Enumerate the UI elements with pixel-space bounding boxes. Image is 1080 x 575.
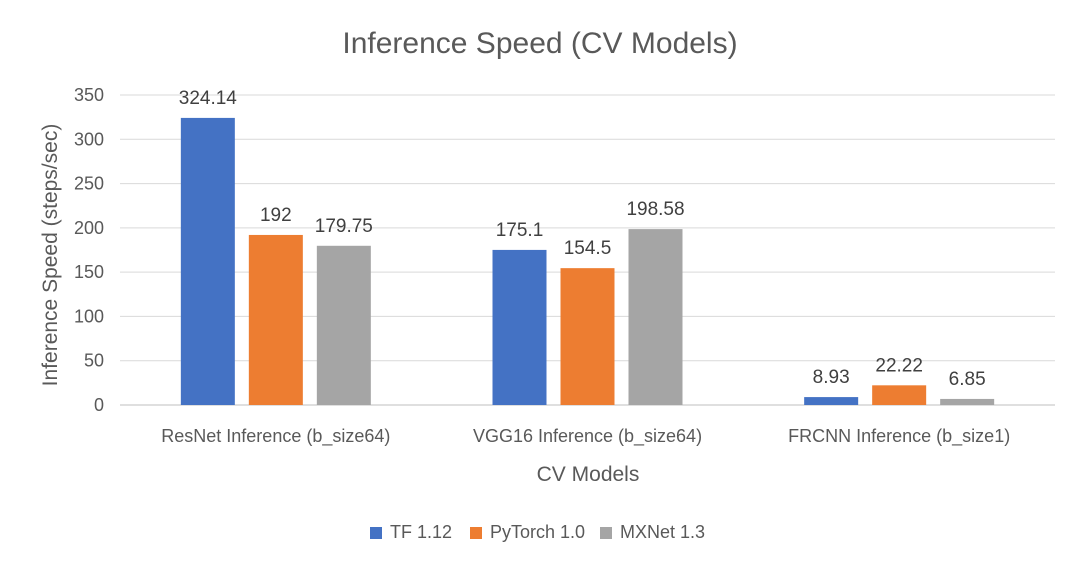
legend-swatch bbox=[370, 527, 382, 539]
data-label: 22.22 bbox=[875, 355, 923, 376]
data-label: 154.5 bbox=[564, 238, 612, 259]
data-label: 6.85 bbox=[949, 369, 986, 390]
y-tick-label: 350 bbox=[74, 85, 104, 105]
x-category-label: ResNet Inference (b_size64) bbox=[161, 426, 390, 447]
bar-pytorch-1-0-0 bbox=[248, 234, 303, 405]
y-axis-title: Inference Speed (steps/sec) bbox=[39, 124, 62, 387]
bar-pytorch-1-0-2 bbox=[872, 385, 927, 405]
data-label: 324.14 bbox=[179, 88, 238, 109]
bar-tf-1-12-1 bbox=[492, 249, 547, 405]
y-tick-label: 100 bbox=[74, 306, 104, 326]
bar-tf-1-12-2 bbox=[804, 397, 859, 405]
legend: TF 1.12 PyTorch 1.0 MXNet 1.3 bbox=[370, 522, 705, 542]
y-axis-ticks: 0 50 100 150 200 250 300 350 bbox=[74, 85, 104, 415]
y-tick-label: 150 bbox=[74, 262, 104, 282]
chart-title: Inference Speed (CV Models) bbox=[342, 27, 737, 60]
data-label: 179.75 bbox=[315, 216, 373, 237]
data-labels: 324.14 192 179.75 175.1 154.5 198.58 8.93 22.22… bbox=[179, 88, 986, 390]
y-tick-label: 200 bbox=[74, 218, 104, 238]
bar-pytorch-1-0-1 bbox=[560, 268, 615, 405]
x-axis-title: CV Models bbox=[537, 463, 640, 486]
data-label: 198.58 bbox=[626, 199, 684, 220]
y-tick-label: 50 bbox=[84, 351, 104, 371]
bars bbox=[180, 117, 995, 405]
y-tick-label: 0 bbox=[94, 395, 104, 415]
legend-label: TF 1.12 bbox=[390, 522, 452, 542]
bar-mxnet-1-3-1 bbox=[628, 229, 683, 405]
x-category-label: VGG16 Inference (b_size64) bbox=[473, 426, 702, 447]
legend-swatch bbox=[600, 527, 612, 539]
data-label: 175.1 bbox=[496, 220, 544, 241]
data-label: 8.93 bbox=[813, 367, 850, 388]
bar-tf-1-12-0 bbox=[180, 117, 235, 405]
y-tick-label: 250 bbox=[74, 174, 104, 194]
legend-swatch bbox=[470, 527, 482, 539]
x-axis-categories: ResNet Inference (b_size64) VGG16 Inferen… bbox=[161, 426, 1010, 447]
legend-label: PyTorch 1.0 bbox=[490, 522, 585, 542]
x-category-label: FRCNN Inference (b_size1) bbox=[788, 426, 1010, 447]
bar-mxnet-1-3-2 bbox=[940, 398, 995, 405]
bar-mxnet-1-3-0 bbox=[316, 245, 371, 405]
data-label: 192 bbox=[260, 205, 292, 226]
legend-label: MXNet 1.3 bbox=[620, 522, 705, 542]
y-tick-label: 300 bbox=[74, 129, 104, 149]
